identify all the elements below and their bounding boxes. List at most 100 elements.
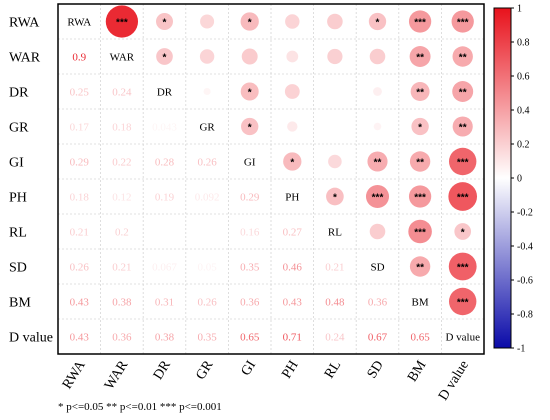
colorbar-tick-label: -0.6 [517, 276, 533, 287]
diagonal-label-gi: GI [244, 157, 256, 169]
correlation-value: 0.29 [70, 157, 90, 169]
diagonal-label-rl: RL [328, 227, 342, 239]
x-tick-label: GI [239, 358, 260, 379]
correlation-circle [365, 184, 390, 209]
x-tick-label: RL [322, 358, 344, 381]
diagonal-label-d-value: D value [445, 332, 480, 344]
correlation-value: 0 [162, 227, 168, 239]
correlation-circle [327, 48, 343, 65]
plot-frame [57, 3, 485, 355]
correlation-value: 0.35 [197, 332, 217, 344]
correlation-value: 0.22 [112, 157, 131, 169]
significance-mark: * [290, 158, 294, 169]
x-tick-label: WAR [102, 358, 132, 393]
correlation-circle [333, 125, 337, 128]
correlation-circle [452, 116, 473, 137]
x-tick-label: D value [436, 358, 472, 403]
correlation-circle [368, 12, 387, 31]
correlation-circle [408, 219, 432, 244]
y-tick-label: GI [9, 156, 24, 171]
y-tick-label: GR [9, 121, 29, 136]
significance-mark: ** [459, 88, 467, 99]
significance-mark: * [461, 228, 465, 239]
correlation-value: 0.43 [70, 332, 90, 344]
correlation-circle [410, 82, 430, 101]
y-tick-label: D value [9, 331, 53, 346]
correlation-value: 0.18 [70, 192, 90, 204]
correlation-value: 0.36 [112, 332, 132, 344]
x-tick-label: RWA [60, 357, 89, 391]
colorbar-tick-label: 0.8 [517, 38, 530, 49]
significance-mark: *** [414, 18, 426, 29]
colorbar-tick-label: 0 [517, 174, 522, 185]
correlation-value: 0.48 [325, 297, 345, 309]
correlation-value: 0.05 [197, 262, 217, 274]
correlation-value: 0.21 [325, 262, 344, 274]
significance-mark: *** [457, 298, 469, 309]
significance-mark: * [376, 18, 380, 29]
correlation-circle [286, 50, 299, 63]
x-tick-label: BM [405, 358, 430, 385]
correlation-value: 0.043 [152, 122, 177, 134]
correlation-value: 0.19 [155, 192, 175, 204]
correlation-circle [283, 152, 302, 171]
correlation-circle [156, 48, 173, 65]
significance-mark: * [248, 18, 252, 29]
significance-mark: * [418, 123, 422, 134]
correlation-circle [199, 49, 215, 64]
correlation-circle [448, 287, 477, 316]
correlation-circle [240, 82, 259, 101]
colorbar-tick-label: -1 [517, 344, 525, 355]
significance-mark: ** [416, 158, 424, 169]
correlation-value: 0.38 [155, 332, 175, 344]
correlation-value: 0.65 [410, 332, 430, 344]
x-tick-label: GR [193, 358, 216, 383]
correlation-value: 0.12 [112, 192, 131, 204]
significance-mark: ** [374, 158, 382, 169]
correlation-circle [373, 87, 382, 96]
correlation-circle [105, 5, 139, 38]
colorbar-tick-label: -0.8 [517, 310, 533, 321]
colorbar-tick-label: 0.6 [517, 72, 530, 83]
correlation-circle [448, 182, 478, 211]
correlation-circle [203, 87, 211, 96]
significance-mark: * [248, 123, 252, 134]
correlation-value: 0.35 [240, 262, 260, 274]
significance-mark: * [248, 88, 252, 99]
significance-mark: *** [414, 193, 426, 204]
diagonal-label-bm: BM [412, 297, 429, 309]
diagonal-label-sd: SD [370, 262, 384, 274]
correlation-value: 0.46 [283, 262, 303, 274]
significance-mark: *** [414, 228, 426, 239]
correlation-value: 0.31 [155, 297, 174, 309]
correlation-value: 0.16 [240, 227, 260, 239]
y-tick-label: PH [9, 191, 27, 206]
correlation-value: 0.71 [283, 332, 302, 344]
colorbar [493, 7, 512, 349]
significance-mark: * [163, 53, 167, 64]
correlation-circle [409, 256, 431, 277]
correlation-circle [326, 187, 344, 206]
significance-mark: * [163, 18, 167, 29]
significance-mark: *** [372, 193, 384, 204]
x-tick-label: SD [365, 358, 387, 381]
significance-legend: * p<=0.05 ** p<=0.01 *** p<=0.001 [58, 401, 222, 413]
correlation-value: 0.29 [240, 192, 260, 204]
correlation-circle [200, 14, 215, 29]
correlation-value: 0.43 [283, 297, 303, 309]
significance-mark: *** [457, 18, 469, 29]
significance-mark: ** [416, 88, 424, 99]
correlation-value: 0.24 [112, 87, 132, 99]
x-tick-label: DR [151, 358, 174, 383]
correlation-value: 0.36 [368, 297, 388, 309]
colorbar-tick-label: -0.4 [517, 242, 533, 253]
correlation-circle [369, 48, 386, 65]
correlation-circle [156, 13, 173, 30]
correlation-circle [327, 13, 343, 30]
correlation-value: 0.21 [70, 227, 89, 239]
significance-mark: *** [116, 18, 128, 29]
diagonal-label-ph: PH [285, 192, 299, 204]
correlation-circle [448, 252, 477, 281]
correlation-circle [333, 90, 337, 93]
